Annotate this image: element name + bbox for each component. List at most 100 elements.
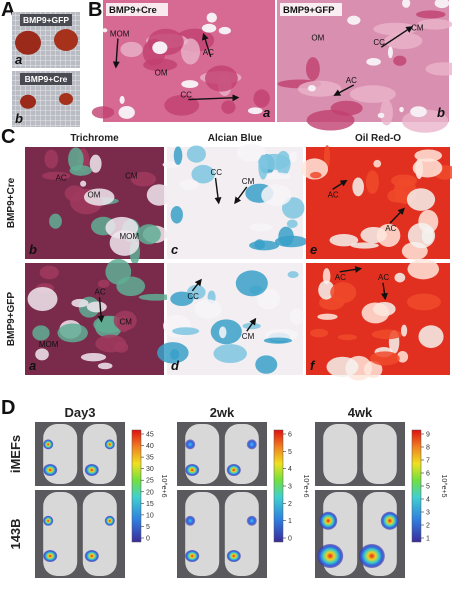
colorbar-label: 7 bbox=[426, 458, 430, 465]
colorbar-label: 5 bbox=[426, 484, 430, 491]
tissue bbox=[20, 94, 36, 109]
stain-texture bbox=[89, 154, 102, 173]
colorbar-label: 35 bbox=[146, 455, 154, 462]
signal bbox=[84, 464, 99, 476]
annotation: CM bbox=[125, 171, 138, 180]
annotation: OM bbox=[155, 69, 168, 78]
stain-texture bbox=[286, 219, 298, 228]
annotation: CM bbox=[120, 318, 133, 327]
colorbar-label: 30 bbox=[146, 466, 154, 473]
stain-texture bbox=[289, 151, 298, 163]
signal bbox=[104, 515, 115, 526]
annotation: CM bbox=[242, 332, 255, 341]
stain-texture bbox=[95, 334, 127, 353]
stain-texture bbox=[373, 159, 382, 168]
stain-texture bbox=[219, 326, 227, 339]
stain-texture bbox=[71, 298, 89, 308]
stain-texture bbox=[352, 177, 364, 197]
stain-texture bbox=[337, 334, 357, 341]
signal bbox=[226, 550, 241, 562]
tissue-texture bbox=[393, 55, 407, 66]
arrow bbox=[188, 94, 240, 102]
signal bbox=[246, 515, 257, 526]
stain-texture bbox=[412, 158, 443, 178]
tissue-texture bbox=[181, 38, 200, 65]
stain-texture bbox=[249, 223, 273, 232]
colorbar-label: 25 bbox=[146, 478, 154, 485]
cell-space bbox=[387, 46, 393, 59]
stain-texture bbox=[397, 350, 409, 363]
stain-texture bbox=[322, 268, 331, 285]
stain-texture bbox=[263, 337, 293, 344]
stain-texture bbox=[394, 272, 406, 283]
stain-texture bbox=[330, 282, 357, 304]
annotation: CM bbox=[242, 177, 255, 186]
tissue bbox=[54, 29, 78, 51]
stain-texture bbox=[407, 258, 440, 280]
annotation: AC bbox=[335, 273, 346, 282]
mouse bbox=[224, 424, 259, 484]
stain-texture bbox=[179, 179, 199, 190]
stain-texture bbox=[256, 288, 281, 310]
mouse bbox=[43, 492, 78, 576]
annotation: AC bbox=[328, 190, 339, 199]
cell-space bbox=[201, 23, 217, 33]
colorbar-label: 5 bbox=[288, 449, 292, 456]
mouse bbox=[323, 424, 358, 484]
stain-texture bbox=[162, 161, 180, 168]
stain-texture bbox=[418, 325, 444, 349]
colorbar-label: 6 bbox=[426, 471, 430, 478]
colorbar-label: 1 bbox=[426, 536, 430, 543]
stain-texture bbox=[157, 342, 189, 364]
colorbar-unit: 10^e+6 bbox=[160, 475, 167, 498]
annotation: AC bbox=[385, 224, 396, 233]
stain-texture bbox=[137, 224, 161, 245]
tissue-texture bbox=[417, 18, 452, 30]
cell-space bbox=[399, 106, 404, 113]
row-label: 143B bbox=[8, 518, 23, 549]
mouse bbox=[82, 424, 117, 484]
stain-texture bbox=[391, 174, 417, 187]
signal bbox=[43, 550, 58, 562]
signal bbox=[358, 544, 385, 568]
colorbar-label: 9 bbox=[426, 432, 430, 439]
colorbar-label: 2 bbox=[426, 523, 430, 530]
cell-space bbox=[181, 80, 199, 89]
stain-texture bbox=[255, 355, 278, 374]
image-letter: b bbox=[437, 105, 445, 120]
panel-label: A bbox=[1, 0, 15, 21]
image-letter: f bbox=[310, 358, 316, 373]
title-bg bbox=[280, 3, 342, 16]
timepoint-header: 2wk bbox=[210, 405, 235, 420]
stain-texture bbox=[69, 165, 93, 176]
stain-texture bbox=[421, 226, 434, 245]
colorbar-label: 4 bbox=[426, 497, 430, 504]
tissue-texture bbox=[205, 65, 238, 92]
stain-texture bbox=[414, 149, 443, 162]
stain-texture bbox=[249, 240, 280, 251]
cell-space bbox=[347, 15, 361, 25]
annotation: OM bbox=[311, 33, 324, 42]
stain-texture bbox=[170, 291, 194, 307]
image-letter: a bbox=[263, 105, 270, 120]
signal bbox=[226, 464, 241, 476]
stain-texture bbox=[130, 171, 157, 187]
signal bbox=[380, 511, 399, 530]
signal bbox=[185, 439, 196, 450]
signal bbox=[43, 464, 58, 476]
colorbar-unit: 10^e+6 bbox=[302, 475, 309, 498]
signal bbox=[246, 439, 257, 450]
stain-texture bbox=[407, 293, 441, 311]
stain-texture bbox=[172, 327, 200, 336]
stain-texture bbox=[261, 184, 292, 207]
timepoint-header: 4wk bbox=[348, 405, 373, 420]
annotation: AC bbox=[378, 273, 389, 282]
tissue-texture bbox=[91, 106, 115, 119]
image-letter: a bbox=[29, 358, 36, 373]
cell-space bbox=[152, 41, 168, 55]
tissue-texture bbox=[349, 85, 396, 103]
stain-texture bbox=[235, 270, 268, 297]
cell-space bbox=[410, 106, 427, 118]
tissue bbox=[15, 30, 41, 55]
photo-caption: BMP9+GFP bbox=[23, 15, 69, 25]
